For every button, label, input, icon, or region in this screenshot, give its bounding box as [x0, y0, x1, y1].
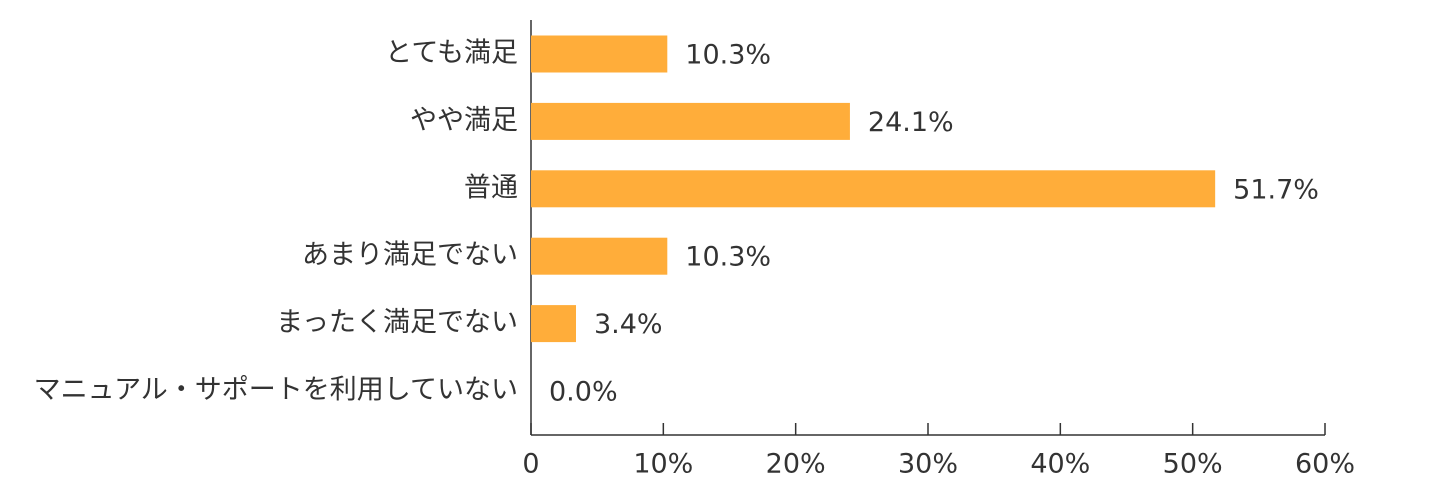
category-label: マニュアル・サポートを利用していない	[34, 375, 518, 406]
x-tick-label: 60%	[1295, 449, 1355, 480]
x-tick-label: 0	[522, 449, 539, 480]
category-label: 普通	[464, 172, 518, 203]
bar	[531, 102, 850, 140]
x-tick-label: 40%	[1030, 449, 1090, 480]
value-label: 3.4%	[594, 309, 663, 340]
x-tick-label: 30%	[898, 449, 958, 480]
category-label: あまり満足でない	[302, 240, 518, 271]
value-label: 10.3%	[685, 40, 771, 71]
x-tick-label: 50%	[1163, 449, 1223, 480]
bar	[531, 305, 576, 343]
bar	[531, 35, 668, 73]
x-tick-label: 10%	[633, 449, 693, 480]
bar	[531, 237, 668, 275]
value-label: 10.3%	[685, 242, 771, 273]
category-label: やや満足	[410, 105, 518, 136]
value-label: 24.1%	[868, 107, 954, 138]
bar	[531, 170, 1216, 208]
category-label: とても満足	[385, 38, 518, 69]
x-tick-label: 20%	[766, 449, 826, 480]
category-label: まったく満足でない	[276, 307, 518, 338]
value-label: 0.0%	[549, 377, 618, 408]
value-label: 51.7%	[1233, 174, 1319, 205]
